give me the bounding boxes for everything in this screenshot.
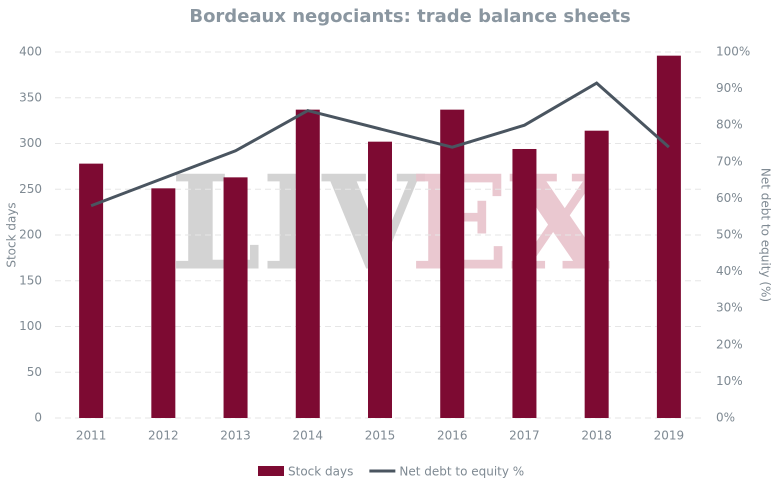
legend-label: Net debt to equity % [399, 465, 524, 479]
y-tick-label: 50 [27, 365, 42, 379]
bar [223, 177, 248, 418]
line [90, 81, 670, 208]
chart-title: Bordeaux negociants: trade balance sheet… [189, 6, 630, 27]
y2-tick-label: 0% [716, 411, 735, 425]
y-tick-label: 100 [19, 319, 42, 333]
y-tick-label: 200 [19, 228, 42, 242]
y2-tick-label: 70% [716, 154, 743, 168]
legend-swatch [258, 466, 284, 476]
y2-tick-label: 40% [716, 264, 743, 278]
x-tick-label: 2012 [148, 429, 179, 443]
x-tick-label: 2013 [220, 429, 251, 443]
y-tick-label: 300 [19, 136, 42, 150]
bar [151, 188, 176, 418]
x-tick-label: 2017 [509, 429, 540, 443]
y2-tick-label: 90% [716, 81, 743, 95]
y2-axis-title: Net debt to equity (%) [759, 168, 773, 302]
bar [656, 55, 681, 418]
watermark: EX [410, 147, 610, 300]
x-tick-label: 2019 [654, 429, 685, 443]
bar [440, 109, 465, 419]
y2-tick-label: 30% [716, 301, 743, 315]
bar [512, 148, 537, 419]
legend-label: Stock days [288, 465, 353, 479]
y-tick-label: 350 [19, 90, 42, 104]
y2-tick-label: 20% [716, 337, 743, 351]
x-tick-label: 2018 [581, 429, 612, 443]
x-tick-label: 2014 [293, 429, 324, 443]
x-tick-label: 2016 [437, 429, 468, 443]
y2-tick-label: 50% [716, 228, 743, 242]
bar [368, 141, 392, 419]
y2-tick-label: 80% [716, 118, 743, 132]
y-axis-title: Stock days [5, 202, 19, 267]
bar [79, 163, 104, 418]
bar [295, 109, 320, 419]
x-tick-label: 2015 [365, 429, 396, 443]
y2-tick-label: 60% [716, 191, 743, 205]
y2-tick-label: 100% [716, 45, 750, 59]
y-tick-label: 0 [34, 411, 42, 425]
bar [584, 130, 609, 418]
y-tick-label: 250 [19, 182, 42, 196]
y2-tick-label: 10% [716, 374, 743, 388]
y-tick-label: 150 [19, 273, 42, 287]
x-tick-label: 2011 [76, 429, 107, 443]
y-tick-label: 400 [19, 45, 42, 59]
